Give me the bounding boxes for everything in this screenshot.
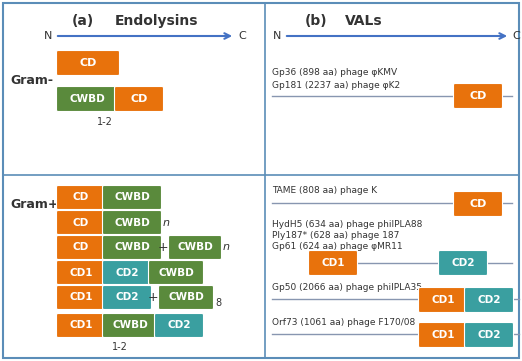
Text: Gp50 (2066 aa) phage philPLA35: Gp50 (2066 aa) phage philPLA35	[272, 283, 422, 292]
Text: CD2: CD2	[115, 292, 139, 303]
FancyBboxPatch shape	[102, 210, 161, 235]
Text: C: C	[238, 31, 246, 41]
Text: CWBD: CWBD	[114, 243, 150, 252]
Text: CD1: CD1	[431, 295, 455, 305]
Text: CWBD: CWBD	[112, 321, 148, 331]
Text: CD2: CD2	[115, 268, 139, 278]
Text: Gp36 (898 aa) phage φKMV: Gp36 (898 aa) phage φKMV	[272, 68, 397, 77]
Text: CWBD: CWBD	[114, 217, 150, 227]
Text: CWBD: CWBD	[114, 192, 150, 203]
FancyBboxPatch shape	[155, 313, 204, 338]
FancyBboxPatch shape	[419, 287, 468, 313]
Text: Gram+: Gram+	[10, 199, 58, 212]
Text: CD1: CD1	[69, 321, 93, 331]
FancyBboxPatch shape	[169, 235, 221, 260]
FancyBboxPatch shape	[438, 251, 488, 275]
Text: CD2: CD2	[451, 258, 474, 268]
Text: CD: CD	[73, 243, 89, 252]
Text: CD: CD	[130, 94, 148, 104]
FancyBboxPatch shape	[419, 322, 468, 348]
Text: CD2: CD2	[477, 330, 501, 340]
Text: CD1: CD1	[431, 330, 455, 340]
FancyBboxPatch shape	[56, 235, 105, 260]
FancyBboxPatch shape	[159, 286, 213, 309]
Text: CWBD: CWBD	[177, 243, 213, 252]
Text: CD1: CD1	[321, 258, 345, 268]
Text: (b): (b)	[305, 14, 328, 28]
FancyBboxPatch shape	[56, 87, 117, 112]
Text: CD: CD	[79, 58, 97, 68]
FancyBboxPatch shape	[56, 313, 105, 338]
FancyBboxPatch shape	[454, 83, 503, 109]
Text: +: +	[148, 291, 158, 304]
Text: CD2: CD2	[477, 295, 501, 305]
Text: Ply187* (628 aa) phage 187: Ply187* (628 aa) phage 187	[272, 231, 399, 240]
FancyBboxPatch shape	[3, 3, 519, 358]
FancyBboxPatch shape	[114, 87, 163, 112]
FancyBboxPatch shape	[465, 287, 514, 313]
Text: N: N	[44, 31, 52, 41]
FancyBboxPatch shape	[309, 251, 358, 275]
FancyBboxPatch shape	[102, 261, 151, 284]
Text: CD1: CD1	[69, 292, 93, 303]
FancyBboxPatch shape	[454, 191, 503, 217]
FancyBboxPatch shape	[465, 322, 514, 348]
Text: 1-2: 1-2	[112, 342, 128, 352]
FancyBboxPatch shape	[56, 261, 105, 284]
Text: n: n	[223, 243, 230, 252]
Text: CWBD: CWBD	[69, 94, 105, 104]
Text: CD2: CD2	[167, 321, 191, 331]
Text: Orf73 (1061 aa) phage F170/08: Orf73 (1061 aa) phage F170/08	[272, 318, 415, 327]
Text: TAME (808 aa) phage K: TAME (808 aa) phage K	[272, 186, 377, 195]
Text: N: N	[273, 31, 281, 41]
Text: +: +	[158, 241, 168, 254]
Text: n: n	[163, 217, 170, 227]
FancyBboxPatch shape	[102, 235, 161, 260]
Text: Gram-: Gram-	[10, 74, 53, 87]
FancyBboxPatch shape	[56, 51, 120, 75]
Text: Endolysins: Endolysins	[115, 14, 198, 28]
FancyBboxPatch shape	[56, 186, 105, 209]
Text: CD: CD	[469, 91, 487, 101]
FancyBboxPatch shape	[148, 261, 204, 284]
Text: CWBD: CWBD	[168, 292, 204, 303]
Text: CD: CD	[73, 217, 89, 227]
FancyBboxPatch shape	[56, 286, 105, 309]
Text: CD: CD	[469, 199, 487, 209]
Text: CWBD: CWBD	[158, 268, 194, 278]
Text: C: C	[512, 31, 520, 41]
Text: Gp181 (2237 aa) phage φK2: Gp181 (2237 aa) phage φK2	[272, 81, 400, 90]
FancyBboxPatch shape	[102, 186, 161, 209]
Text: CD1: CD1	[69, 268, 93, 278]
Text: CD: CD	[73, 192, 89, 203]
Text: Gp61 (624 aa) phage φMR11: Gp61 (624 aa) phage φMR11	[272, 242, 402, 251]
Text: 1-2: 1-2	[97, 117, 113, 127]
Text: HydH5 (634 aa) phage philPLA88: HydH5 (634 aa) phage philPLA88	[272, 220, 422, 229]
Text: 8: 8	[215, 298, 221, 308]
FancyBboxPatch shape	[102, 313, 158, 338]
Text: (a): (a)	[72, 14, 94, 28]
Text: VALs: VALs	[345, 14, 383, 28]
FancyBboxPatch shape	[56, 210, 105, 235]
FancyBboxPatch shape	[102, 286, 151, 309]
